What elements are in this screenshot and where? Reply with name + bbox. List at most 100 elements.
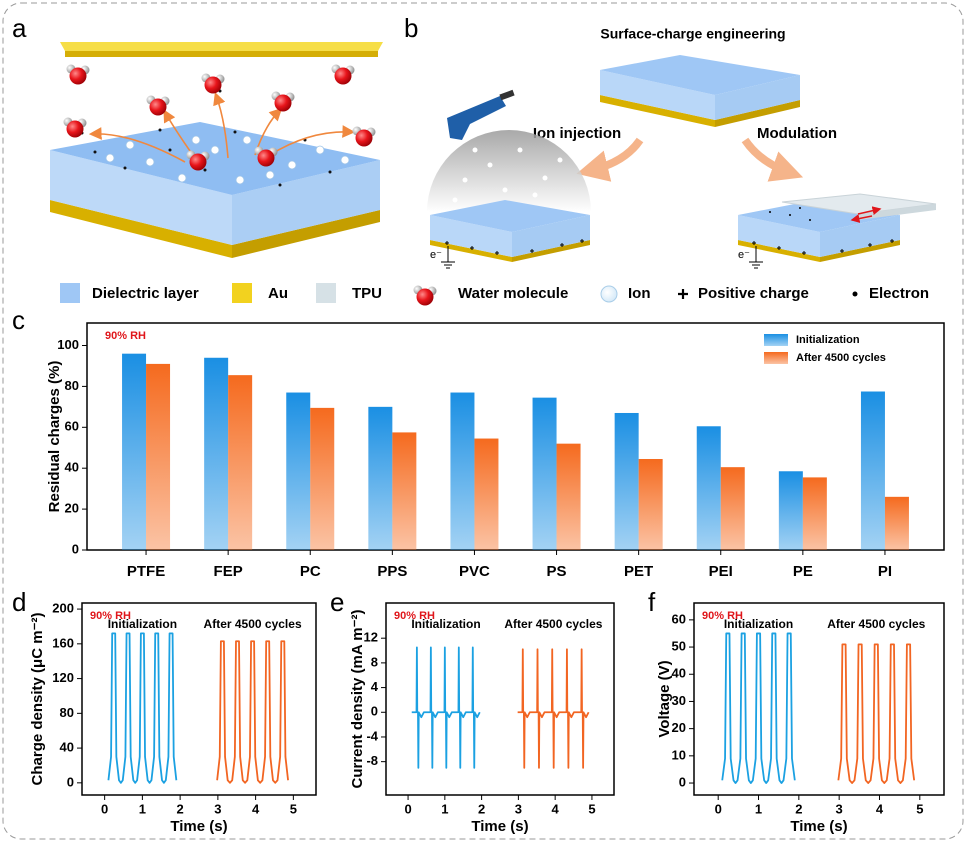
series-label: Initialization [411, 617, 480, 631]
x-tick-label: 3 [214, 801, 221, 816]
x-tick-label: PI [878, 563, 892, 580]
bar [286, 392, 311, 550]
y-tick-label: 0 [679, 774, 686, 789]
au-top-front [65, 51, 378, 57]
x-tick-label: 1 [441, 801, 448, 816]
y-tick-label: 20 [65, 501, 79, 516]
au-layer [430, 240, 512, 262]
plot-frame [693, 602, 945, 796]
ground-symbols [441, 246, 763, 269]
bar [122, 353, 147, 550]
legend-swatch [60, 283, 80, 303]
ions [105, 135, 350, 185]
electron-label: e⁻ [430, 249, 442, 261]
y-tick-label: 80 [65, 378, 79, 393]
series-line [837, 643, 916, 784]
y-tick-label: 40 [65, 460, 79, 475]
x-tick-label: PEI [709, 563, 733, 580]
y-axis-label: Current density (mA m⁻²) [349, 609, 366, 788]
y-tick-label: 120 [52, 670, 74, 685]
water-molecule [331, 64, 355, 85]
series-line [107, 632, 178, 784]
annotation: 90% RH [105, 330, 146, 342]
au-bottom-right [232, 210, 380, 258]
step-label: Modulation [757, 125, 837, 142]
x-tick-label: PPS [377, 563, 407, 580]
x-axis-label: Time (s) [471, 818, 528, 835]
series-label: Initialization [108, 617, 177, 631]
series-line [517, 648, 590, 769]
plus-signs [445, 239, 894, 255]
series-line [721, 632, 796, 784]
step-label: Ion injection [533, 125, 621, 142]
y-tick-label: 60 [672, 611, 686, 626]
bar [778, 471, 803, 550]
y-tick-label: 160 [52, 635, 74, 650]
legend-swatch [316, 283, 336, 303]
diagram-b: Surface-charge engineering Ion injection… [427, 26, 937, 269]
plot-frame [385, 602, 615, 796]
x-tick-label: 0 [715, 801, 722, 816]
series-line [411, 646, 481, 769]
x-tick-label: 0 [404, 801, 411, 816]
bar [146, 363, 171, 550]
sliding-arrow [857, 206, 882, 216]
diagram-legend: Dielectric layer Au TPU Water molecule I… [60, 283, 929, 306]
y-tick-label: -8 [366, 753, 378, 768]
x-tick-label: PS [547, 563, 567, 580]
water-molecule [271, 91, 295, 112]
y-axis-label: Voltage (V) [656, 660, 673, 737]
legend-icon [678, 289, 688, 299]
au-layer [738, 240, 820, 262]
y-tick-label: 0 [67, 774, 74, 789]
y-tick-label: 20 [672, 720, 686, 735]
x-tick-label: 5 [290, 801, 297, 816]
x-tick-label: PC [300, 563, 321, 580]
x-tick-label: 4 [252, 801, 260, 816]
water-molecule [66, 64, 90, 85]
process-arrow [576, 137, 644, 182]
corona-gun [447, 89, 515, 140]
x-axis-label: Time (s) [790, 818, 847, 835]
y-tick-label: 8 [371, 654, 378, 669]
au-layer [600, 95, 715, 127]
tpu-sheet-edge [858, 204, 936, 220]
legend-swatch [764, 352, 788, 364]
diagram-title: Surface-charge engineering [600, 26, 785, 42]
x-tick-label: 2 [478, 801, 485, 816]
series-label: Initialization [724, 617, 793, 631]
au-top-face [60, 42, 383, 51]
y-tick-label: 60 [65, 419, 79, 434]
panel-label: a [12, 13, 27, 43]
panel-label: f [648, 587, 656, 617]
series-label: After 4500 cycles [504, 617, 602, 631]
x-tick-label: PE [793, 563, 813, 580]
panel-label: c [12, 305, 25, 335]
legend-label: Water molecule [458, 285, 568, 302]
dielectric-right [512, 215, 590, 257]
x-tick-label: 5 [916, 801, 923, 816]
legend-label: After 4500 cycles [796, 352, 886, 364]
y-tick-label: 10 [672, 747, 686, 762]
dielectric-left [50, 150, 232, 245]
dielectric-top [600, 55, 800, 95]
panel-label: d [12, 587, 26, 617]
bar [884, 496, 909, 550]
bar [696, 426, 721, 550]
au-bottom-left [50, 200, 232, 258]
bar [450, 392, 475, 550]
water-molecule [352, 126, 376, 147]
au-layer [820, 240, 900, 262]
x-axis-label: Time (s) [170, 818, 227, 835]
y-tick-label: 200 [52, 601, 74, 616]
dielectric-left [600, 70, 715, 120]
y-tick-label: 100 [57, 337, 79, 352]
annotation: 90% RH [90, 610, 131, 622]
legend-label: Au [268, 285, 288, 302]
au-layer [715, 100, 800, 127]
bar [860, 391, 885, 550]
plot-frame [81, 602, 317, 796]
legend-label: Dielectric layer [92, 285, 199, 302]
dielectric-left [738, 215, 820, 257]
series-line [216, 640, 289, 784]
